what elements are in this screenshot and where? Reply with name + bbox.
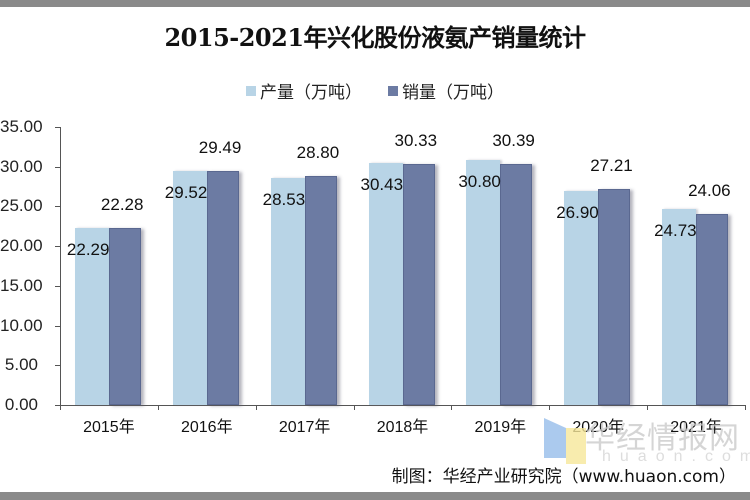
value-label-sales: 30.33: [394, 131, 438, 151]
y-axis: [60, 127, 61, 405]
bar-production[interactable]: [270, 178, 305, 405]
legend-label-sales: 销量（万吨）: [402, 83, 504, 103]
x-axis-label: 2015年: [83, 419, 135, 436]
y-tick-mark: [55, 405, 61, 406]
bar-sales[interactable]: [500, 163, 533, 405]
legend-swatch-sales-icon: [388, 85, 398, 96]
x-axis-label: 2019年: [474, 419, 527, 436]
y-tick-mark: [55, 127, 61, 128]
y-tick-label: 20.00: [0, 236, 43, 256]
legend-swatch-production-icon: [246, 85, 256, 96]
value-label-production: 30.43: [360, 175, 404, 195]
x-tick-mark: [451, 405, 453, 410]
y-tick-mark: [55, 325, 61, 327]
value-label-production: 24.73: [654, 220, 697, 240]
value-label-production: 30.80: [458, 172, 501, 192]
watermark-text: 华经情报网: [585, 421, 740, 456]
y-tick-label: 5.00: [4, 355, 38, 375]
bar-sales[interactable]: [108, 228, 141, 405]
value-label-sales: 22.28: [100, 195, 144, 215]
watermark-logo-accent-icon: [566, 428, 586, 464]
bar-production[interactable]: [466, 160, 501, 405]
x-axis-label: 2016年: [180, 419, 233, 436]
y-tick-label: 35.00: [0, 117, 43, 136]
bar-production[interactable]: [662, 208, 697, 405]
bar-production[interactable]: [368, 163, 403, 405]
y-tick-mark: [55, 166, 61, 168]
bar-sales[interactable]: [402, 164, 435, 405]
chart-legend: 产量（万吨） 销量（万吨）: [0, 78, 750, 103]
watermark-logo-icon: [544, 418, 566, 458]
bar-sales[interactable]: [206, 170, 239, 405]
legend-label-production: 产量（万吨）: [260, 83, 362, 103]
y-tick-label: 15.00: [0, 275, 43, 295]
value-label-sales: 30.39: [492, 130, 535, 150]
x-tick-mark: [549, 405, 551, 410]
bar-chart: 35.00 30.00 25.00 20.00 15.00 10.00 5.00 0.00 22…: [0, 110, 750, 440]
bar-sales[interactable]: [598, 188, 631, 405]
y-tick-label: 30.00: [0, 156, 43, 176]
x-axis-label: 2018年: [376, 419, 429, 436]
bottom-border: [0, 492, 750, 500]
value-label-sales: 29.49: [198, 137, 242, 157]
value-label-production: 28.53: [262, 190, 306, 210]
value-label-production: 22.29: [66, 239, 110, 259]
value-label-production: 26.90: [556, 203, 599, 223]
x-tick-mark: [255, 405, 257, 410]
y-tick-mark: [55, 206, 61, 208]
x-axis-label: 2021年: [670, 419, 722, 436]
bar-production[interactable]: [564, 191, 599, 405]
x-axis-label: 2017年: [278, 419, 331, 436]
value-label-sales: 24.06: [688, 180, 731, 200]
x-tick-mark: [745, 405, 746, 410]
value-label-sales: 27.21: [590, 155, 633, 175]
top-border: [0, 0, 750, 7]
x-tick-mark: [647, 405, 649, 410]
bar-production[interactable]: [172, 170, 207, 405]
chart-title: 2015-2021年兴化股份液氨产销量统计: [164, 23, 586, 52]
bar-sales[interactable]: [304, 176, 337, 405]
value-label-sales: 28.80: [296, 143, 340, 163]
y-tick-label: 0.00: [4, 395, 38, 414]
y-tick-label: 10.00: [0, 315, 43, 335]
y-tick-mark: [55, 246, 61, 248]
legend-item-production: 产量（万吨）: [246, 78, 362, 103]
y-tick-label: 25.00: [0, 196, 43, 216]
value-label-production: 29.52: [164, 182, 208, 202]
source-note: 制图：华经产业研究院（www.huaon.com）: [391, 467, 736, 487]
watermark-subtext: huaon.com: [602, 448, 750, 465]
x-tick-mark: [157, 405, 159, 410]
bar-production[interactable]: [74, 227, 109, 405]
y-tick-mark: [55, 365, 61, 367]
legend-item-sales: 销量（万吨）: [388, 78, 504, 103]
x-tick-mark: [60, 405, 61, 410]
y-tick-mark: [55, 285, 61, 287]
bar-sales[interactable]: [696, 213, 729, 405]
x-tick-mark: [353, 405, 355, 410]
x-axis: [60, 405, 745, 406]
